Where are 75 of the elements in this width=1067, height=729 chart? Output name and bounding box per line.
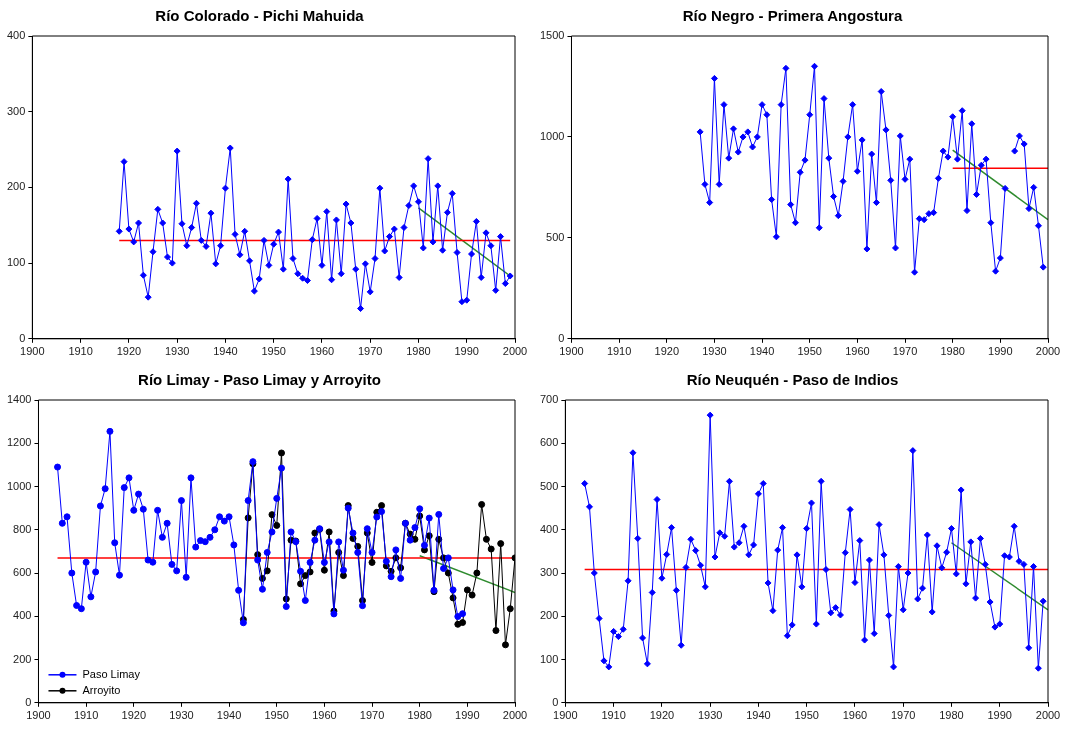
- y-tick-label: 100: [539, 652, 559, 665]
- y-tick-label: 0: [25, 695, 32, 708]
- x-tick-label: 1930: [702, 345, 727, 358]
- y-tick-label: 200: [539, 609, 559, 622]
- chart-title: Río Colorado - Pichi Mahuida: [155, 7, 365, 25]
- x-tick-label: 1920: [116, 345, 142, 358]
- x-tick-label: 1950: [794, 709, 819, 722]
- x-tick-label: 2000: [502, 345, 528, 358]
- x-tick-label: 1940: [213, 345, 238, 358]
- x-tick-label: 1920: [649, 709, 675, 722]
- x-tick-label: 1970: [892, 345, 918, 358]
- x-tick-label: 1970: [359, 709, 385, 722]
- x-tick-label: 1930: [697, 709, 723, 722]
- x-tick-label: 1910: [68, 345, 93, 358]
- x-tick-label: 1940: [216, 709, 242, 722]
- x-tick-label: 1930: [164, 345, 190, 358]
- x-tick-label: 1970: [357, 345, 383, 358]
- legend-label: Arroyito: [82, 683, 121, 696]
- y-tick-label: 1400: [6, 393, 32, 406]
- x-tick-label: 1990: [454, 345, 479, 358]
- y-tick-label: 200: [13, 652, 32, 665]
- x-tick-label: 1990: [455, 709, 480, 722]
- x-tick-label: 1960: [309, 345, 335, 358]
- x-tick-label: 1980: [406, 345, 431, 358]
- x-tick-label: 1990: [988, 345, 1013, 358]
- x-tick-label: 1980: [407, 709, 432, 722]
- x-tick-label: 1950: [797, 345, 822, 358]
- y-tick-label: 0: [552, 695, 559, 708]
- legend-label: Paso Limay: [82, 667, 141, 680]
- x-tick-label: 1910: [601, 709, 626, 722]
- y-tick-label: 400: [13, 609, 32, 622]
- x-tick-label: 1900: [553, 709, 578, 722]
- chart-title: Río Negro - Primera Angostura: [682, 7, 903, 25]
- x-tick-label: 1970: [890, 709, 916, 722]
- y-tick-label: 600: [13, 566, 32, 579]
- y-tick-label: 1000: [6, 479, 32, 492]
- x-tick-label: 1940: [746, 709, 771, 722]
- y-tick-label: 300: [6, 104, 26, 117]
- x-tick-label: 1960: [312, 709, 337, 722]
- y-tick-label: 400: [6, 29, 26, 42]
- y-tick-label: 200: [6, 180, 26, 193]
- x-tick-label: 1960: [845, 345, 870, 358]
- x-tick-label: 2000: [502, 709, 528, 722]
- x-tick-label: 1930: [169, 709, 194, 722]
- x-tick-label: 1990: [987, 709, 1012, 722]
- x-tick-label: 2000: [1035, 709, 1061, 722]
- x-tick-label: 1900: [26, 709, 51, 722]
- y-tick-label: 1500: [539, 29, 565, 42]
- chart-title: Río Neuquén - Paso de Indios: [686, 371, 899, 389]
- y-tick-label: 500: [546, 230, 565, 243]
- x-tick-label: 1960: [842, 709, 868, 722]
- chart-title: Río Limay - Paso Limay y Arroyito: [138, 371, 381, 389]
- y-tick-label: 1000: [539, 129, 565, 142]
- y-tick-label: 0: [558, 331, 565, 344]
- x-tick-label: 1950: [261, 345, 286, 358]
- y-tick-label: 100: [6, 256, 26, 269]
- x-tick-label: 1920: [654, 345, 680, 358]
- x-tick-label: 1940: [749, 345, 775, 358]
- x-tick-label: 1910: [73, 709, 99, 722]
- x-tick-label: 1900: [559, 345, 584, 358]
- y-tick-label: 400: [539, 522, 559, 535]
- y-tick-label: 0: [19, 331, 26, 344]
- y-tick-label: 600: [539, 436, 559, 449]
- x-tick-label: 1950: [264, 709, 289, 722]
- y-tick-label: 1200: [6, 436, 32, 449]
- y-tick-label: 500: [539, 479, 559, 492]
- x-tick-label: 1980: [939, 709, 964, 722]
- y-tick-label: 300: [539, 566, 559, 579]
- y-tick-label: 700: [539, 393, 559, 406]
- y-tick-label: 800: [13, 522, 32, 535]
- x-tick-label: 1920: [121, 709, 147, 722]
- x-tick-label: 2000: [1035, 345, 1061, 358]
- x-tick-label: 1910: [606, 345, 632, 358]
- x-tick-label: 1900: [20, 345, 45, 358]
- x-tick-label: 1980: [940, 345, 965, 358]
